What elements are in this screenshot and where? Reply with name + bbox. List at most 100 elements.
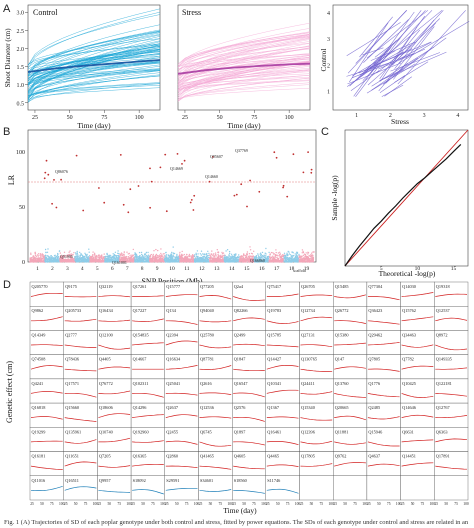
snp-point: [90, 259, 93, 262]
snp-point: [115, 255, 117, 257]
snp-point: [155, 259, 157, 261]
snp-point: [218, 260, 220, 263]
snp-point: [191, 258, 193, 261]
snp-point: [230, 256, 232, 259]
genetic-effect-cell: Q16181: [29, 451, 64, 477]
snp-point: [279, 251, 281, 253]
qtl-label: Q15946: [368, 429, 383, 434]
chromosome-label: 13: [214, 266, 220, 272]
panel-a-control: Control 0.51.01.52.02.53.0 25 50 75 100 Tim…: [4, 4, 161, 130]
allometry-line: [380, 51, 447, 81]
genetic-effect-cell: Q82266: [231, 306, 267, 331]
qtl-label: Q15785: [267, 332, 281, 337]
snp-point: [174, 259, 176, 261]
qtl-label: Q17805: [301, 454, 315, 459]
snp-point: [145, 251, 148, 254]
genetic-effect-cell: [333, 475, 368, 501]
snp-point: [146, 259, 148, 261]
snp-point: [178, 255, 181, 257]
chromosome-label: 9: [156, 266, 159, 272]
snp-point: [268, 251, 270, 254]
snp-point: [114, 261, 116, 263]
snp-point: [109, 254, 112, 257]
genetic-effect-cell: Q9862: [29, 306, 64, 331]
chromosome-label: 14: [229, 266, 235, 272]
snp-point: [115, 256, 118, 258]
qtl-label: Q14646: [402, 405, 417, 410]
snp-point: [207, 250, 209, 252]
allometry-line: [397, 10, 466, 85]
snp-point: [164, 255, 166, 258]
snp-point: [46, 251, 49, 253]
snp-point: [69, 260, 71, 263]
cell-x-tick: 25: [333, 502, 337, 506]
snp-point: [144, 254, 146, 256]
genetic-effect-cell: Q15762: [400, 306, 435, 331]
snp-point: [106, 257, 108, 260]
trajectory-line: [27, 68, 161, 94]
snp-point: [172, 246, 174, 248]
genetic-effect-cell: Q205770: [29, 281, 64, 307]
snp-point: [307, 252, 310, 254]
snp-point: [171, 251, 173, 254]
snp-point: [85, 254, 87, 257]
snp-point: [52, 260, 54, 262]
significant-snp: [149, 167, 151, 170]
snp-point: [229, 252, 231, 255]
allometry-line: [373, 10, 426, 66]
snp-point: [116, 260, 119, 263]
snp-point: [106, 259, 108, 261]
qtl-label: Q4405: [99, 357, 111, 362]
genetic-effect-cell: Q17891: [434, 451, 469, 477]
allometry-y-label: Control: [319, 49, 328, 72]
snp-point: [147, 254, 150, 256]
snp-point: [123, 256, 126, 258]
snp-point: [44, 259, 46, 261]
snp-point: [65, 260, 68, 262]
snp-point: [74, 259, 76, 261]
snp-point: [75, 253, 77, 255]
genetic-effect-cell: Q16434: [97, 306, 132, 331]
snp-point: [79, 251, 81, 254]
cell-x-tick: 25: [300, 502, 304, 506]
snp-point: [137, 257, 139, 259]
significant-snp: [273, 151, 276, 154]
allometry-line: [362, 10, 433, 81]
snp-point: [278, 254, 281, 256]
cell-x-tick: 25: [131, 502, 135, 506]
genetic-effect-cell: Q2777: [63, 330, 98, 355]
snp-point: [287, 254, 289, 257]
snp-point: [283, 252, 286, 254]
snp-point: [179, 251, 181, 254]
genetic-effect-cell: Q10341: [265, 378, 300, 404]
snp-point: [172, 254, 174, 256]
significant-snp: [307, 151, 309, 154]
snp-point: [92, 259, 95, 261]
qtl-label: Q16434: [99, 308, 114, 313]
snp-point: [130, 255, 133, 258]
control-title: Control: [33, 8, 58, 17]
snp-point: [289, 260, 291, 262]
snp-point: [227, 259, 230, 261]
snp-point: [176, 255, 178, 257]
snp-point: [269, 260, 272, 262]
snp-point: [292, 259, 294, 261]
snp-point: [40, 259, 42, 261]
snp-point: [61, 256, 63, 259]
significant-snp: [53, 179, 55, 181]
snp-point: [216, 256, 219, 259]
genetic-effect-cell: Q122181: [434, 378, 469, 404]
snp-point: [264, 252, 266, 254]
snp-point: [159, 256, 162, 258]
qtl-label: Q19299: [32, 429, 46, 434]
genetic-effect-x-label: Time (day): [223, 506, 257, 515]
snp-point: [122, 254, 125, 256]
chromosome-label: 4: [81, 266, 84, 272]
allometry-line: [382, 37, 447, 85]
snp-point: [43, 259, 45, 262]
snp-point: [130, 258, 133, 260]
snp-point: [78, 260, 80, 262]
snp-point: [184, 259, 186, 261]
genetic-effect-cell: Q77205: [198, 281, 233, 307]
snp-point: [135, 260, 137, 262]
